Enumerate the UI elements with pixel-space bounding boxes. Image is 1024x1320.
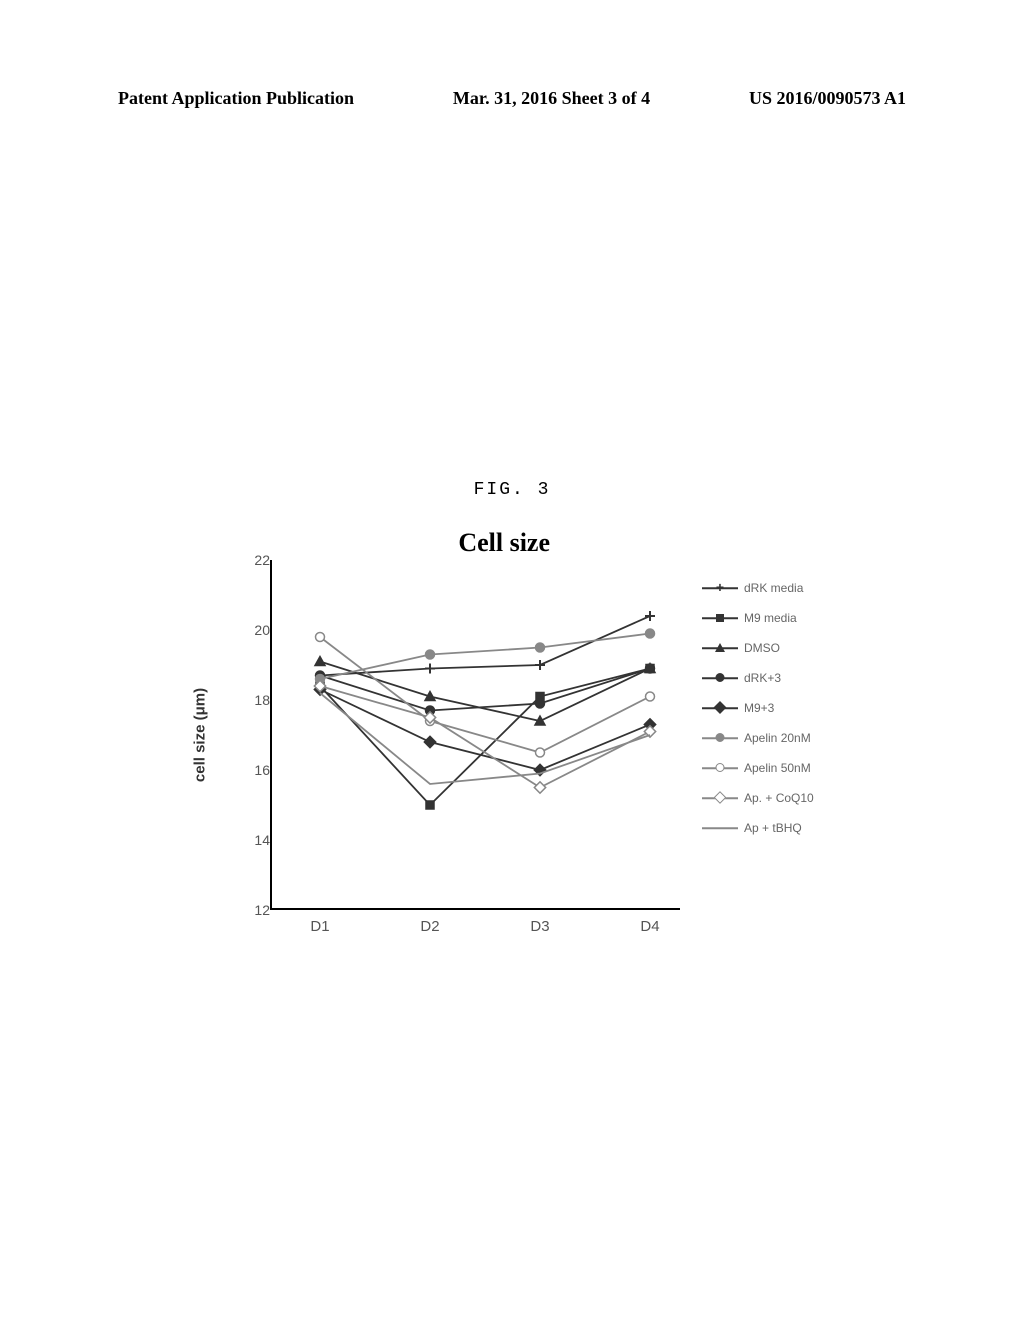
legend-label: Apelin 50nM xyxy=(744,761,811,775)
legend-item: dRK+3 xyxy=(702,670,814,686)
y-axis-label: cell size (μm) xyxy=(192,688,209,782)
legend-item: Apelin 20nM xyxy=(702,730,814,746)
legend-item: M9 media xyxy=(702,610,814,626)
legend-marker-icon xyxy=(716,761,725,775)
legend-marker-icon xyxy=(716,611,724,625)
chart-lines xyxy=(270,560,680,910)
y-tick: 22 xyxy=(240,552,270,568)
legend-label: Apelin 20nM xyxy=(744,731,811,745)
y-tick: 16 xyxy=(240,762,270,778)
header-right: US 2016/0090573 A1 xyxy=(749,88,906,109)
legend-label: DMSO xyxy=(744,641,780,655)
page-header: Patent Application Publication Mar. 31, … xyxy=(0,88,1024,109)
chart: cell size (μm) 121416182022D1D2D3D4 xyxy=(200,560,750,960)
legend-swatch xyxy=(702,671,738,685)
legend-swatch xyxy=(702,611,738,625)
header-left: Patent Application Publication xyxy=(118,88,354,109)
legend-marker-icon xyxy=(716,701,725,715)
legend-swatch xyxy=(702,761,738,775)
legend-marker-icon xyxy=(716,731,725,745)
legend-swatch xyxy=(702,821,738,835)
legend-swatch xyxy=(702,641,738,655)
chart-legend: + dRK media M9 media DMSO dRK+3 M9+3 Apelin 20… xyxy=(702,580,814,850)
legend-marker-icon xyxy=(715,641,725,655)
legend-swatch xyxy=(702,791,738,805)
legend-label: dRK media xyxy=(744,581,803,595)
x-tick: D4 xyxy=(640,918,659,935)
legend-item: M9+3 xyxy=(702,700,814,716)
legend-label: dRK+3 xyxy=(744,671,781,685)
x-tick: D1 xyxy=(310,918,329,935)
legend-item: Apelin 50nM xyxy=(702,760,814,776)
legend-item: + dRK media xyxy=(702,580,814,596)
legend-item: DMSO xyxy=(702,640,814,656)
header-center: Mar. 31, 2016 Sheet 3 of 4 xyxy=(453,88,650,109)
legend-marker-icon xyxy=(716,671,725,685)
legend-label: M9 media xyxy=(744,611,797,625)
x-tick: D3 xyxy=(530,918,549,935)
legend-swatch xyxy=(702,731,738,745)
figure-label: FIG. 3 xyxy=(0,480,1024,500)
legend-marker-icon: + xyxy=(716,581,724,595)
legend-swatch: + xyxy=(702,581,738,595)
legend-item: Ap + tBHQ xyxy=(702,820,814,836)
legend-label: Ap + tBHQ xyxy=(744,821,802,835)
legend-marker-icon xyxy=(716,791,725,805)
x-tick: D2 xyxy=(420,918,439,935)
legend-item: Ap. + CoQ10 xyxy=(702,790,814,806)
y-tick: 12 xyxy=(240,902,270,918)
y-tick: 20 xyxy=(240,622,270,638)
plot-area xyxy=(270,560,680,910)
y-tick: 18 xyxy=(240,692,270,708)
legend-label: M9+3 xyxy=(744,701,774,715)
y-tick: 14 xyxy=(240,832,270,848)
legend-label: Ap. + CoQ10 xyxy=(744,791,814,805)
chart-title: Cell size xyxy=(0,528,550,558)
legend-swatch xyxy=(702,701,738,715)
